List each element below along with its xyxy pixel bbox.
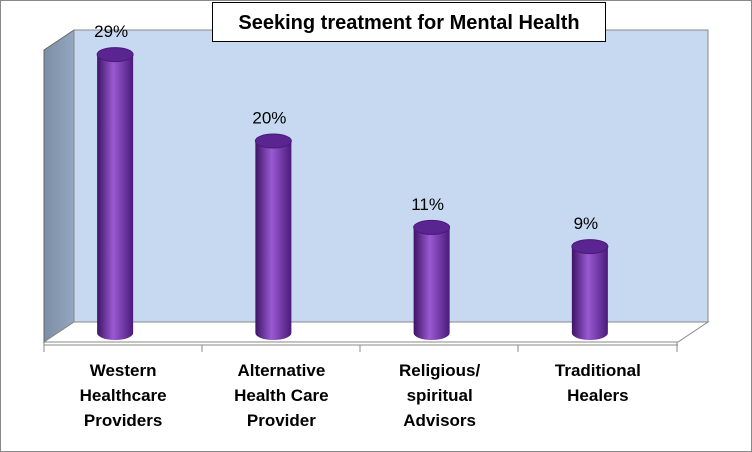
- bar-cap: [254, 133, 292, 149]
- x-axis-ticks: [43, 342, 678, 352]
- value-label: 20%: [252, 108, 286, 127]
- floor: [42, 321, 710, 343]
- bar: [413, 227, 450, 340]
- bar: [255, 141, 292, 340]
- back-wall: [73, 29, 709, 323]
- value-label: 9%: [574, 214, 599, 233]
- value-label: 29%: [94, 22, 128, 41]
- bar-cap: [96, 47, 134, 63]
- x-tick-label: Western Healthcare Providers: [79, 361, 167, 430]
- bar-cap: [413, 219, 451, 235]
- x-tick-label: Alternative Health Care Provider: [234, 361, 329, 430]
- x-tick-label: Traditional Healers: [554, 361, 641, 405]
- bar: [97, 54, 134, 340]
- value-label: 11%: [411, 195, 444, 214]
- x-tick-label: Religious/ spiritual Advisors: [399, 361, 481, 430]
- bar-cap: [571, 239, 609, 255]
- chart-title: Seeking treatment for Mental Health: [212, 2, 606, 42]
- bar: [571, 246, 608, 340]
- side-wall: [43, 29, 75, 343]
